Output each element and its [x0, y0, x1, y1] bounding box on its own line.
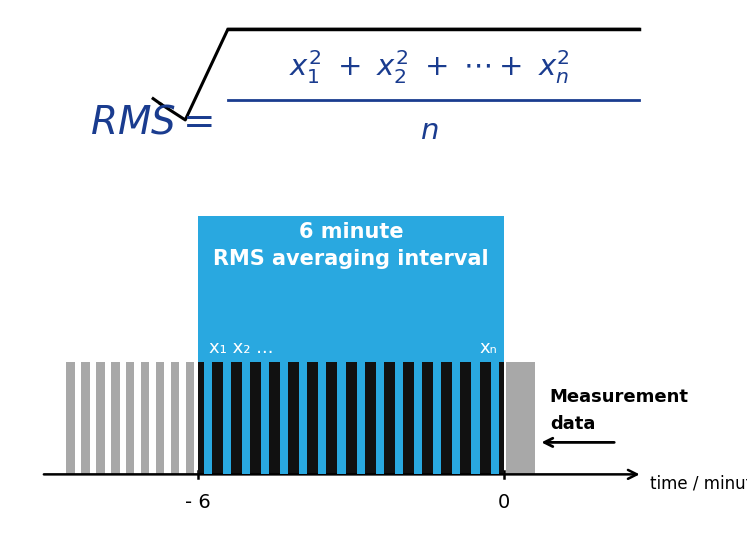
Bar — [66, 362, 75, 474]
Bar — [356, 362, 365, 474]
Bar — [395, 362, 403, 474]
Bar — [261, 362, 269, 474]
Bar — [318, 362, 326, 474]
Bar — [198, 362, 217, 474]
Bar — [332, 362, 351, 474]
Text: x₁ x₂ ...: x₁ x₂ ... — [209, 339, 273, 357]
Bar — [280, 362, 288, 474]
Bar — [447, 362, 466, 474]
Bar — [471, 362, 480, 474]
Text: data: data — [550, 415, 595, 433]
Text: $\mathit{RMS}=$: $\mathit{RMS}=$ — [90, 104, 213, 141]
Bar — [96, 362, 105, 474]
Bar — [491, 362, 499, 474]
Bar — [389, 362, 409, 474]
Bar — [198, 216, 504, 474]
Bar — [111, 362, 120, 474]
Bar — [186, 362, 194, 474]
Bar — [81, 362, 90, 474]
Bar — [427, 362, 447, 474]
Bar — [141, 362, 149, 474]
Bar — [255, 362, 275, 474]
Text: $x_1^2 \ + \ x_2^2 \ + \ \cdots + \ x_n^2$: $x_1^2 \ + \ x_2^2 \ + \ \cdots + \ x_n^… — [289, 47, 570, 86]
Bar — [453, 362, 460, 474]
Bar — [338, 362, 346, 474]
Text: time / minutes: time / minutes — [650, 475, 747, 493]
Bar — [275, 362, 294, 474]
Text: $n$: $n$ — [421, 117, 438, 144]
Bar — [409, 362, 427, 474]
Bar — [223, 362, 231, 474]
Bar — [171, 362, 179, 474]
Bar — [126, 362, 134, 474]
Bar — [351, 362, 371, 474]
Text: Measurement: Measurement — [550, 388, 689, 406]
Bar — [217, 362, 236, 474]
Bar — [506, 362, 535, 474]
Bar — [203, 362, 211, 474]
Text: xₙ: xₙ — [479, 339, 497, 357]
Bar — [376, 362, 384, 474]
Text: - 6: - 6 — [185, 493, 211, 512]
Bar — [300, 362, 307, 474]
Bar — [466, 362, 485, 474]
Text: RMS averaging interval: RMS averaging interval — [214, 248, 489, 269]
Bar — [433, 362, 441, 474]
Bar — [156, 362, 164, 474]
Bar — [414, 362, 422, 474]
Bar — [313, 362, 332, 474]
Bar — [371, 362, 389, 474]
Text: 0: 0 — [498, 493, 510, 512]
Bar — [242, 362, 249, 474]
Bar — [485, 362, 504, 474]
Text: 6 minute: 6 minute — [299, 222, 403, 242]
Bar — [236, 362, 255, 474]
Bar — [294, 362, 313, 474]
